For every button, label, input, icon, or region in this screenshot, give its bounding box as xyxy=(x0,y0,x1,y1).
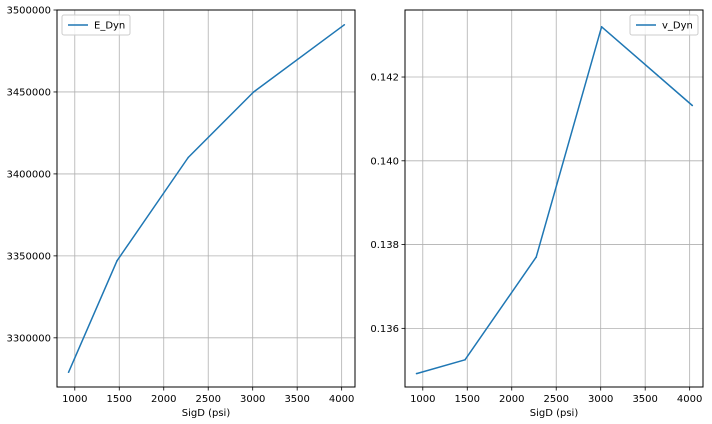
e-dyn-y-tick-label: 3500000 xyxy=(6,6,51,17)
e-dyn-chart: 1000 1500 2000 2500 3000 3500 4000 3300000 3350… xyxy=(6,6,356,419)
e-dyn-y-tick-label: 3350000 xyxy=(6,251,51,262)
v-dyn-x-tick-label: 2000 xyxy=(499,394,524,405)
e-dyn-data-point xyxy=(116,259,118,262)
e-dyn-y-tick-label: 3300000 xyxy=(6,333,51,344)
e-dyn-x-tick-label: 3000 xyxy=(240,394,265,405)
e-dyn-x-tick-label: 3500 xyxy=(284,394,309,405)
v-dyn-y-ticks: 0.136 0.138 0.140 0.142 xyxy=(370,73,405,335)
e-dyn-data-point xyxy=(252,91,255,93)
v-dyn-grid xyxy=(405,10,703,387)
e-dyn-x-tick-label: 2500 xyxy=(195,394,220,405)
v-dyn-x-axis-label: SigD (psi) xyxy=(530,408,579,419)
v-dyn-x-tick-label: 2500 xyxy=(543,394,568,405)
e-dyn-y-tick-label: 3450000 xyxy=(6,87,51,98)
v-dyn-x-tick-label: 1000 xyxy=(410,394,435,405)
e-dyn-y-ticks: 3300000 3350000 3400000 3450000 3500000 xyxy=(6,6,57,344)
v-dyn-legend: v_Dyn xyxy=(629,14,699,36)
e-dyn-x-tick-label: 1000 xyxy=(62,394,87,405)
e-dyn-series xyxy=(67,23,346,374)
v-dyn-legend-box xyxy=(629,14,699,36)
e-dyn-legend-label: E_Dyn xyxy=(94,21,125,32)
e-dyn-legend: E_Dyn xyxy=(61,14,131,36)
e-dyn-x-ticks: 1000 1500 2000 2500 3000 3500 4000 xyxy=(62,387,354,405)
v-dyn-y-tick-label: 0.142 xyxy=(370,73,399,84)
v-dyn-x-tick-label: 1500 xyxy=(455,394,480,405)
v-dyn-series xyxy=(415,25,694,375)
e-dyn-legend-box xyxy=(61,14,131,36)
v-dyn-y-tick-label: 0.136 xyxy=(370,324,399,335)
v-dyn-y-tick-label: 0.138 xyxy=(370,240,399,251)
v-dyn-data-point xyxy=(415,372,418,375)
v-dyn-x-tick-label: 4000 xyxy=(677,394,702,405)
v-dyn-plot-frame xyxy=(404,9,704,388)
e-dyn-x-tick-label: 2000 xyxy=(151,394,176,405)
v-dyn-x-tick-label: 3500 xyxy=(632,394,657,405)
v-dyn-legend-label: v_Dyn xyxy=(662,21,693,32)
e-dyn-plot-frame xyxy=(56,9,356,388)
v-dyn-data-point xyxy=(600,25,603,28)
v-dyn-x-ticks: 1000 1500 2000 2500 3000 3500 4000 xyxy=(410,387,702,405)
e-dyn-data-point xyxy=(343,23,346,26)
e-dyn-data-point xyxy=(67,371,70,374)
e-dyn-data-point xyxy=(187,156,190,159)
v-dyn-data-point xyxy=(535,256,538,258)
v-dyn-data-point xyxy=(464,358,466,361)
e-dyn-x-tick-label: 4000 xyxy=(329,394,354,405)
e-dyn-x-axis-label: SigD (psi) xyxy=(182,408,231,419)
v-dyn-x-tick-label: 3000 xyxy=(588,394,613,405)
e-dyn-x-tick-label: 1500 xyxy=(107,394,132,405)
e-dyn-y-tick-label: 3400000 xyxy=(6,169,51,180)
v-dyn-data-point xyxy=(691,104,694,107)
v-dyn-chart: 1000 1500 2000 2500 3000 3500 4000 0.1360.1380… xyxy=(370,9,704,419)
v-dyn-y-tick-label: 0.140 xyxy=(370,156,399,167)
